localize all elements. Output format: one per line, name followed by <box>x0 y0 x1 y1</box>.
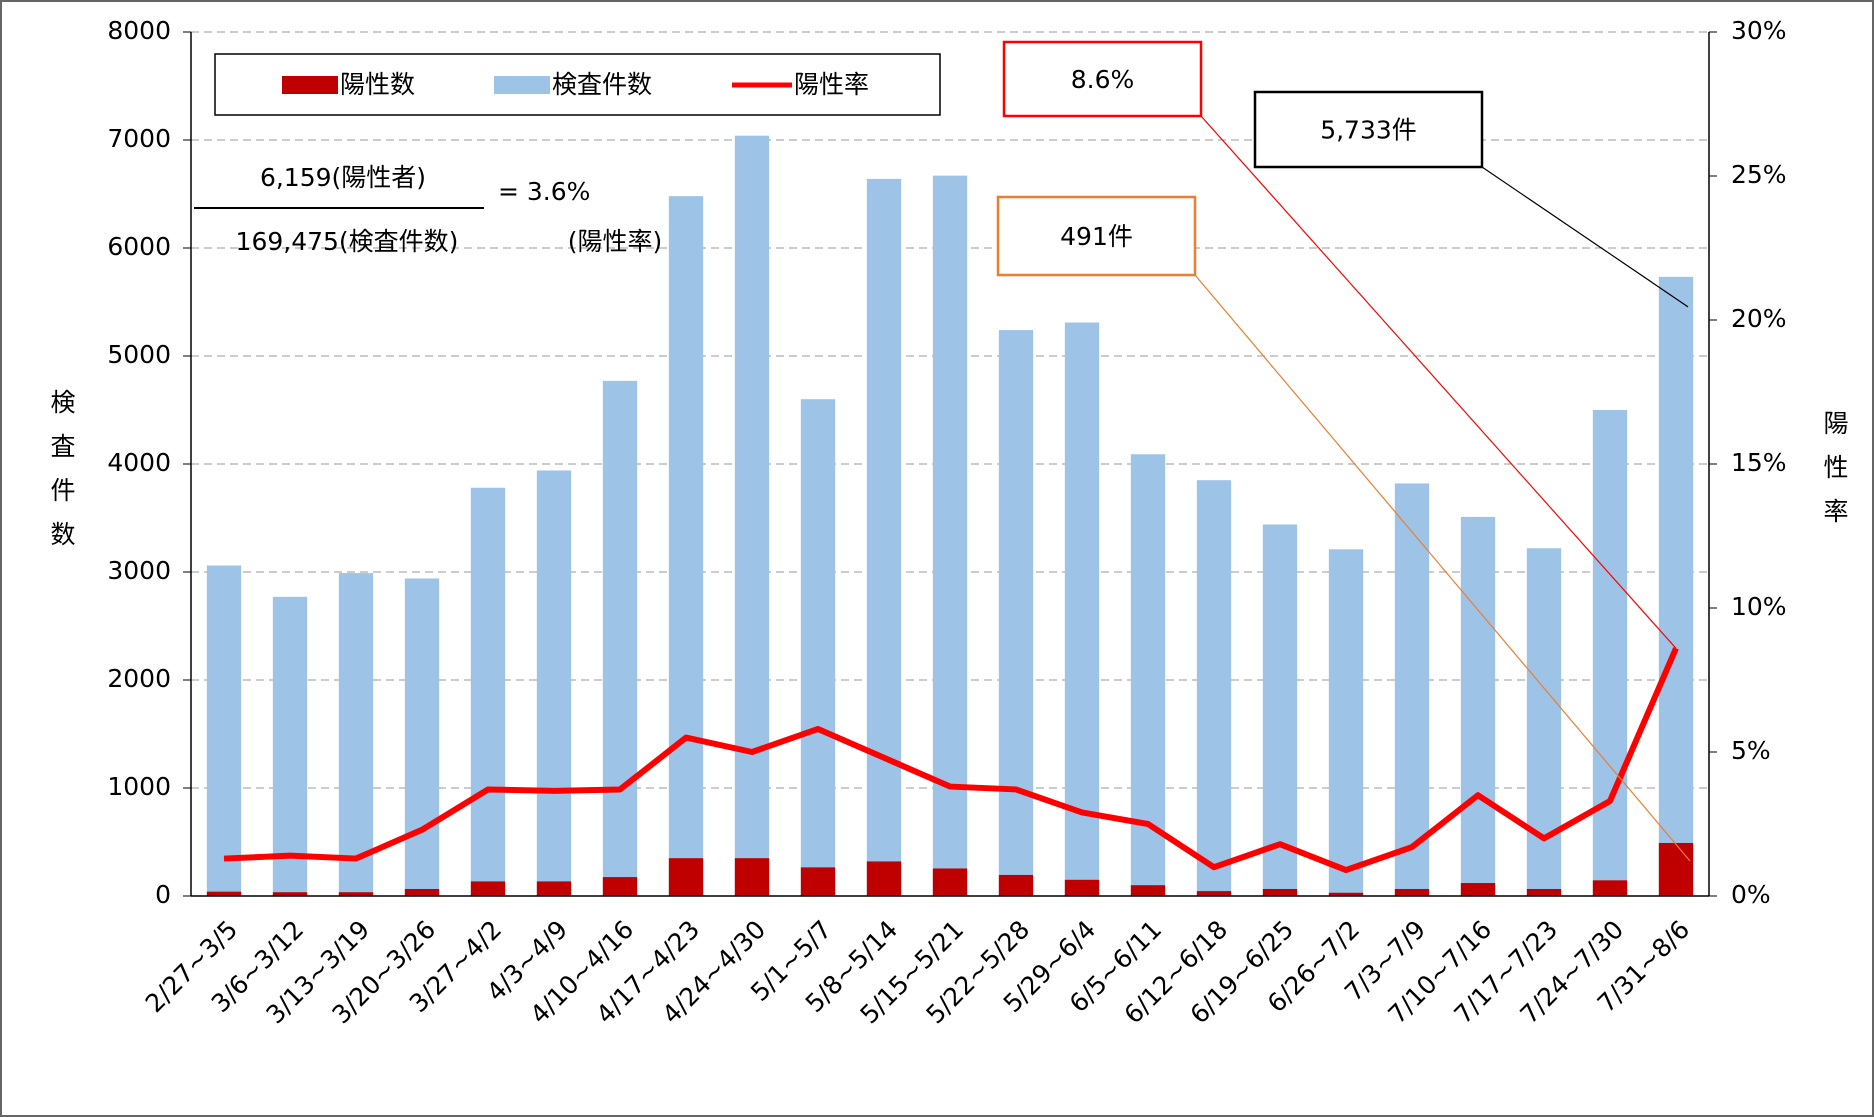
bar <box>1130 885 1166 896</box>
bar <box>1460 516 1496 896</box>
bar <box>536 881 572 896</box>
bar <box>206 565 242 896</box>
y2-tick-label: 0% <box>1731 880 1771 909</box>
bar <box>866 861 902 896</box>
bar <box>1394 483 1430 896</box>
bar <box>1592 880 1628 896</box>
bar <box>272 596 308 896</box>
bar <box>1658 276 1694 896</box>
legend-label: 陽性数 <box>340 70 415 99</box>
bar <box>1196 891 1232 896</box>
bar <box>932 868 968 896</box>
y-tick-label: 7000 <box>107 124 171 153</box>
legend-label: 陽性率 <box>794 70 869 99</box>
callout-box <box>1253 90 1484 169</box>
callout-line <box>1194 274 1691 862</box>
y2-tick-label: 10% <box>1731 592 1787 621</box>
bar <box>602 380 638 897</box>
y2-tick-label: 25% <box>1731 160 1787 189</box>
bar <box>272 892 308 896</box>
callout-line <box>1200 115 1677 649</box>
bar <box>1064 879 1100 896</box>
bar <box>668 196 704 896</box>
bar <box>998 330 1034 897</box>
callout-text: 491件 <box>1060 222 1133 251</box>
bar <box>800 867 836 896</box>
bar <box>866 178 902 896</box>
bar <box>1658 842 1694 896</box>
bar <box>1526 548 1562 896</box>
y-tick-label: 5000 <box>107 340 171 369</box>
axis-label: 査 <box>50 432 75 461</box>
bar <box>1394 888 1430 896</box>
callout-line <box>1481 166 1689 308</box>
axis-label: 検 <box>50 388 75 417</box>
bar <box>1526 888 1562 896</box>
bar <box>470 487 506 896</box>
bar <box>536 470 572 896</box>
bar <box>1262 888 1298 896</box>
axis-label: 性 <box>1823 453 1848 482</box>
y-tick-label: 8000 <box>107 16 171 45</box>
y-tick-label: 4000 <box>107 448 171 477</box>
callout-box <box>1002 40 1203 118</box>
bar <box>1328 549 1364 896</box>
bar <box>206 891 242 896</box>
bar <box>932 175 968 896</box>
bar <box>1262 524 1298 896</box>
bar <box>668 858 704 896</box>
bar <box>404 578 440 896</box>
y2-tick-label: 30% <box>1731 16 1787 45</box>
callout-text: 5,733件 <box>1320 116 1417 145</box>
y-tick-label: 1000 <box>107 772 171 801</box>
bar <box>1196 480 1232 896</box>
y2-tick-label: 20% <box>1731 304 1787 333</box>
formula: 6,159(陽性者) <box>260 163 426 192</box>
legend-swatch <box>282 76 338 94</box>
rate-line <box>223 647 1679 874</box>
bar <box>734 135 770 896</box>
y-tick-label: 2000 <box>107 664 171 693</box>
axis-label: 数 <box>50 520 75 549</box>
axis-label: 率 <box>1823 497 1848 526</box>
formula: 169,475(検査件数) <box>236 227 459 256</box>
bar <box>1460 883 1496 896</box>
bar <box>338 892 374 896</box>
y-tick-label: 3000 <box>107 556 171 585</box>
legend-label: 検査件数 <box>552 70 652 99</box>
callout-text: 8.6% <box>1071 65 1135 94</box>
bar <box>602 877 638 896</box>
bar <box>1592 410 1628 896</box>
bar <box>1064 322 1100 896</box>
legend-swatch <box>494 76 550 94</box>
bar <box>404 888 440 896</box>
bar <box>734 858 770 896</box>
y2-tick-label: 15% <box>1731 448 1787 477</box>
bar <box>338 573 374 896</box>
y-tick-label: 0 <box>155 880 171 909</box>
axis-label: 陽 <box>1823 409 1848 438</box>
formula: (陽性率) <box>568 227 663 256</box>
bar <box>1328 892 1364 896</box>
y2-tick-label: 5% <box>1731 736 1771 765</box>
callout-box <box>996 195 1197 277</box>
bar <box>998 874 1034 896</box>
bar <box>470 881 506 896</box>
y-tick-label: 6000 <box>107 232 171 261</box>
bar <box>800 399 836 896</box>
formula: = 3.6% <box>498 177 590 206</box>
axis-label: 件 <box>50 476 75 505</box>
